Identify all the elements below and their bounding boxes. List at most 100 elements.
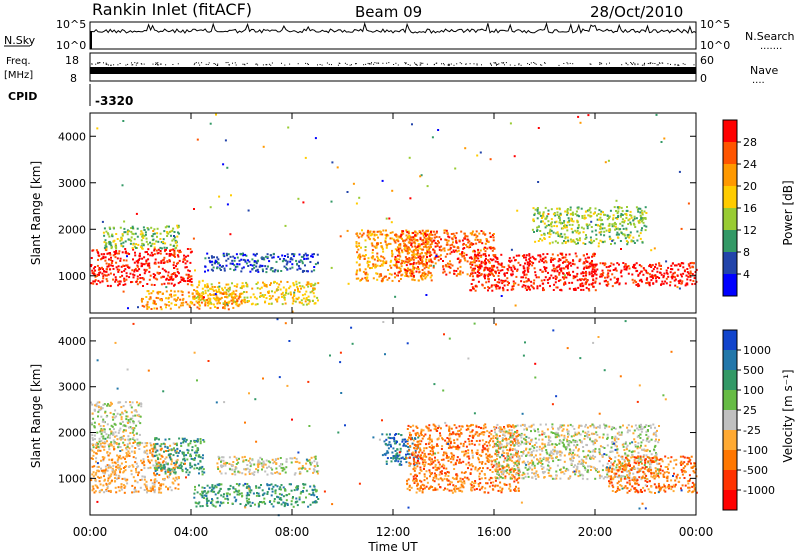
- range-gate-cell: [157, 292, 160, 295]
- nave-dot: [321, 64, 323, 66]
- range-gate-cell: [401, 237, 403, 240]
- range-gate-cell: [97, 258, 99, 261]
- nave-dot: [497, 64, 499, 65]
- range-gate-cell: [240, 492, 243, 495]
- range-gate-cell: [292, 496, 294, 498]
- range-gate-cell: [104, 465, 107, 468]
- range-gate-cell: [211, 484, 214, 487]
- range-gate-cell: [426, 249, 429, 252]
- range-gate-cell: [106, 451, 109, 453]
- range-gate-cell: [217, 491, 220, 494]
- range-gate-cell: [216, 296, 219, 299]
- nave-dot: [194, 62, 196, 64]
- range-gate-cell: [553, 257, 556, 260]
- range-gate-cell: [111, 431, 114, 434]
- range-gate-cell: [101, 456, 104, 458]
- range-gate-cell: [167, 232, 170, 235]
- range-gate-cell: [98, 491, 101, 494]
- range-gate-cell: [577, 242, 579, 245]
- range-gate-cell: [447, 235, 450, 238]
- nave-dot: [661, 62, 663, 64]
- range-gate-cell: [127, 450, 130, 453]
- range-gate-cell: [442, 268, 445, 271]
- range-gate-cell: [222, 252, 225, 255]
- range-gate-cell: [167, 278, 170, 281]
- range-gate-cell: [175, 274, 178, 277]
- range-gate-cell: [460, 230, 463, 233]
- range-gate-cell: [602, 271, 605, 274]
- range-gate-cell: [415, 262, 418, 265]
- range-gate-cell: [285, 266, 288, 269]
- range-gate-cell: [283, 259, 286, 262]
- range-gate-cell: [412, 255, 415, 258]
- range-gate-cell: [152, 233, 155, 236]
- range-gate-cell: [439, 254, 442, 257]
- range-gate-cell: [231, 299, 234, 302]
- range-gate-cell: [422, 245, 425, 248]
- range-gate-cell: [474, 267, 476, 270]
- range-gate-cell: [156, 227, 159, 230]
- nave-dot: [386, 62, 388, 64]
- range-gate-cell: [545, 261, 548, 264]
- range-gate-cell: [212, 266, 215, 269]
- range-gate-cell: [592, 279, 595, 282]
- range-gate-cell: [273, 270, 276, 273]
- range-gate-cell: [105, 270, 108, 273]
- nave-dot: [199, 64, 201, 66]
- range-gate-cell: [566, 213, 569, 216]
- range-gate-cell: [176, 254, 179, 257]
- nave-dot: [376, 62, 378, 64]
- range-gate-cell: [430, 253, 433, 256]
- range-gate-cell: [361, 277, 364, 280]
- nave-dot: [225, 62, 227, 64]
- range-gate-cell: [137, 420, 140, 423]
- range-gate-cell: [541, 217, 543, 219]
- range-gate-cell: [248, 501, 251, 504]
- range-gate-cell: [403, 262, 406, 264]
- range-gate-cell: [480, 254, 483, 257]
- range-gate-cell: [650, 266, 653, 268]
- range-gate-cell: [595, 273, 598, 276]
- range-gate-cell: [142, 226, 145, 229]
- range-gate-cell: [99, 442, 102, 445]
- range-gate-cell: [311, 253, 314, 256]
- range-gate-cell: [603, 230, 606, 233]
- range-gate-cell: [197, 294, 200, 296]
- range-gate-cell: [132, 258, 134, 261]
- range-gate-cell: [459, 253, 462, 256]
- range-gate-cell: [420, 243, 423, 246]
- range-gate-cell: [105, 433, 108, 436]
- range-gate-cell: [123, 477, 126, 480]
- range-gate-cell: [215, 260, 218, 263]
- range-gate-cell: [579, 121, 582, 124]
- range-gate-cell: [250, 489, 253, 492]
- range-gate-cell: [490, 284, 493, 287]
- range-gate-cell: [223, 267, 226, 270]
- range-gate-cell: [161, 259, 164, 262]
- nave-dot: [569, 62, 571, 64]
- range-gate-cell: [163, 230, 166, 233]
- range-gate-cell: [366, 273, 369, 276]
- range-gate-cell: [494, 272, 497, 275]
- range-gate-cell: [283, 298, 286, 301]
- range-gate-cell: [143, 256, 146, 259]
- range-gate-cell: [182, 453, 185, 456]
- nave-dot: [371, 62, 372, 64]
- range-gate-cell: [395, 261, 398, 263]
- range-gate-cell: [198, 484, 200, 487]
- range-gate-cell: [163, 261, 166, 264]
- range-gate-cell: [226, 303, 229, 306]
- range-gate-cell: [238, 493, 241, 496]
- range-gate-cell: [229, 233, 232, 236]
- range-gate-cell: [501, 265, 504, 268]
- range-gate-cell: [478, 232, 481, 235]
- range-gate-cell: [218, 297, 221, 300]
- range-gate-cell: [550, 208, 553, 211]
- range-gate-cell: [268, 501, 271, 503]
- range-gate-cell: [227, 283, 230, 286]
- nave-dot: [572, 63, 574, 65]
- range-gate-cell: [246, 464, 249, 466]
- range-gate-cell: [251, 472, 254, 475]
- range-gate-cell: [550, 223, 553, 225]
- range-gate-cell: [146, 442, 149, 445]
